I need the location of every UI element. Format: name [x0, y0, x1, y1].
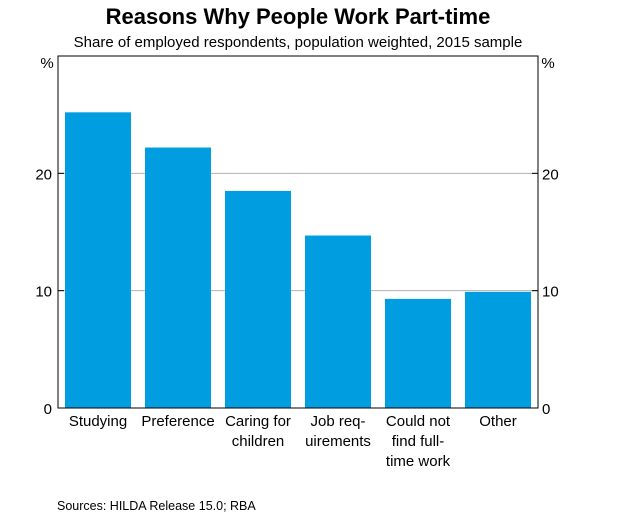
category-label: find full-: [392, 433, 445, 450]
y-tick-label-left: 20: [35, 166, 52, 183]
bar: [65, 112, 131, 408]
category-label: Studying: [69, 413, 127, 430]
left-axis-unit: %: [40, 55, 53, 72]
category-label: Caring for: [225, 413, 291, 430]
plot-frame: [57, 55, 539, 409]
chart-title: Reasons Why People Work Part-time: [106, 4, 491, 29]
source-note: Sources: HILDA Release 15.0; RBA: [57, 499, 256, 513]
y-tick-label-right: 10: [542, 284, 559, 301]
right-axis-unit: %: [541, 55, 554, 72]
category-label: uirements: [305, 433, 371, 450]
category-label: time work: [386, 453, 451, 470]
gridlines: [58, 172, 538, 292]
y-tick-label-right: 20: [542, 166, 559, 183]
bars: [65, 112, 531, 408]
category-label: children: [232, 433, 285, 450]
bar: [305, 235, 371, 408]
y-tick-label-left: 0: [44, 401, 52, 418]
category-label: Job req-: [310, 413, 365, 430]
y-tick-label-left: 10: [35, 284, 52, 301]
bar: [465, 291, 531, 408]
y-tick-label-right: 0: [542, 401, 550, 418]
bar: [225, 190, 291, 408]
category-label: Could not: [386, 413, 451, 430]
bar: [145, 147, 211, 408]
chart-subtitle: Share of employed respondents, populatio…: [74, 34, 523, 51]
bar: [385, 298, 451, 408]
category-labels: Studying Preference Caring for children Job …: [69, 413, 517, 470]
category-label: Preference: [141, 413, 214, 430]
category-label: Other: [479, 413, 517, 430]
axis-ticks: 0 0 10 10 20 20: [35, 166, 558, 418]
